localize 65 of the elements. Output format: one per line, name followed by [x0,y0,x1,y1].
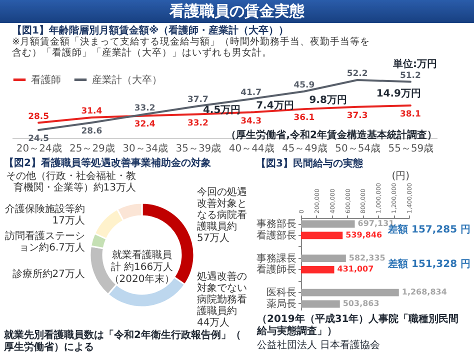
data-label: 36.1 [294,113,315,124]
annotation: 14.9万円 [376,88,421,100]
data-label: 37.3 [346,110,368,121]
data-label: 24.5 [28,134,50,144]
legend-label: 産業計（大卒） [92,74,162,86]
y-tick-label: 事務部長 [256,218,296,230]
annotation: 差額 151,328 円 [387,258,471,270]
data-label: 1,268,834 [402,288,448,297]
data-label: 28.5 [28,112,50,122]
data-label: 431,007 [337,264,374,274]
x-tick-label: 45～49歳 [282,142,328,154]
x-axis-title: (円) [392,170,410,182]
data-label: 32.4 [134,120,156,130]
slice-label: 診療所約27万人 [12,268,85,280]
chart-title: 【図3】民間給与の実態 [256,157,364,170]
text: 公益社団法人 日本看護協会 [257,339,380,351]
slice-label: 処遇改善の対象でない病院勤務看護職員約44万人 [197,270,247,328]
y-tick-label: 事務課長 [256,252,296,264]
bar [301,232,343,240]
text: 単位:万円 [392,58,437,70]
data-label: 31.4 [81,106,102,117]
bar [301,220,355,228]
slice-label: 介護保険施設等約17万人 [5,202,85,226]
bar [301,266,334,274]
data-label: 33.2 [134,103,156,114]
x-tick-label: 30～34歳 [122,142,168,154]
chart-subtitle: 【図1】年齢階層別月額賃金額※（看護師・産業計（大卒）） [12,24,289,36]
y-tick-label: 看護部長 [256,229,296,242]
data-label: 28.6 [81,126,102,137]
data-label: 503,863 [342,299,380,308]
data-label: 539,846 [346,230,383,240]
x-tick-label: 20～24歳 [16,142,62,154]
x-tick-label: 50～54歳 [335,142,381,154]
x-tick-label: 55～59歳 [388,142,434,154]
data-label: 45.9 [294,80,315,90]
data-label: 34.3 [240,116,262,126]
text: 就業看護職員計 約166万人（2020年末） [109,249,175,285]
data-label: 51.2 [400,70,422,81]
text: （2019年（平成31年）人事院「職種別民間給与実態調査」） [256,313,459,337]
slice-label: 訪問看護ステーション約6.7万人 [5,230,85,254]
bar [301,300,340,308]
legend-label: 看護師 [31,74,61,86]
x-tick-label: 35～39歳 [176,142,222,154]
x-tick-label: 40～44歳 [228,142,274,154]
data-label: 582,335 [348,253,386,262]
slice-label: 今回の処遇改善対象となる病院看護職員約57万人 [197,186,247,244]
x-tick-label: 25～29歳 [69,142,115,154]
slice-label: その他（行政・社会福祉・教育機関・企業等）約13万人 [6,170,136,194]
data-label: 37.7 [187,95,209,106]
bar [301,254,346,262]
y-tick-label: 医科長 [266,286,296,299]
data-label: 38.1 [400,109,422,120]
data-label: 41.7 [240,88,262,98]
y-tick-label: 看護師長 [256,264,296,276]
annotation: 9.8万円 [309,95,347,106]
chart-title: 看護職員の賃金実態 [0,0,474,23]
annotation: 7.4万円 [256,100,294,112]
text: 就業先別看護職員数は「令和2年衛生行政報告例」（厚生労働省）による [3,329,241,353]
bar [301,288,399,296]
data-label: 33.2 [187,118,209,128]
annotation: （厚生労働省,令和2年賃金構造基本統計調査） [226,129,437,141]
y-tick-label: 薬局長 [266,298,296,310]
chart-title: 【図2】看護職員等処遇改善事業補助金の対象 [4,157,211,169]
text: ※月額賃金額「決まって支給する現金給与額」（時間外勤務手当、夜勤手当等を含む）「看護師」「産業計（大卒）」はいずれも男女計。 [12,36,370,58]
data-label: 52.2 [346,69,368,79]
